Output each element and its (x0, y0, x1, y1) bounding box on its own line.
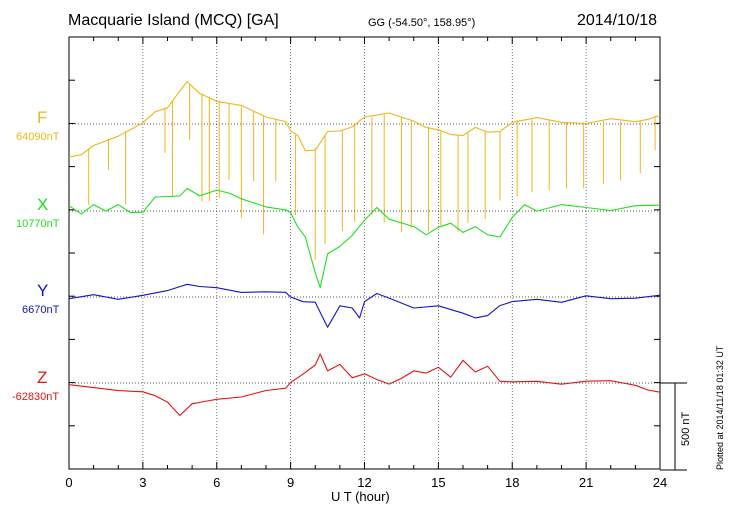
series-f-line (68, 81, 661, 158)
x-axis-label: U T (hour) (331, 489, 390, 504)
channel-z-baseline: -62830nT (12, 391, 60, 403)
x-tick-label: 15 (431, 475, 445, 490)
x-tick-label: 3 (139, 475, 146, 490)
x-tick-label: 12 (357, 475, 371, 490)
x-tick-label: 9 (287, 475, 294, 490)
x-tick-label: 18 (505, 475, 519, 490)
channel-y-baseline: 6670nT (22, 304, 60, 316)
plotted-timestamp: Plotted at 2014/11/18 01:32 UT (715, 345, 725, 470)
x-tick-label: 24 (653, 475, 667, 490)
channel-x-baseline: 10770nT (16, 218, 60, 230)
channel-f-name: F (37, 108, 48, 127)
channel-x-name: X (37, 195, 49, 214)
x-tick-label: 21 (579, 475, 593, 490)
geographic-coordinates: GG (-54.50°, 158.95°) (368, 17, 476, 29)
series-y-line (68, 283, 661, 328)
series-x-line (68, 187, 661, 289)
x-tick-label: 6 (213, 475, 220, 490)
plot-date: 2014/10/18 (577, 12, 658, 29)
x-tick-label: 0 (65, 475, 72, 490)
channel-y-name: Y (37, 281, 49, 300)
series-z-line (68, 353, 661, 417)
station-title: Macquarie Island (MCQ) [GA] (68, 12, 279, 29)
channel-f-baseline: 64090nT (16, 131, 60, 143)
channel-z-name: Z (37, 368, 48, 387)
scale-bar-label: 500 nT (680, 411, 692, 446)
